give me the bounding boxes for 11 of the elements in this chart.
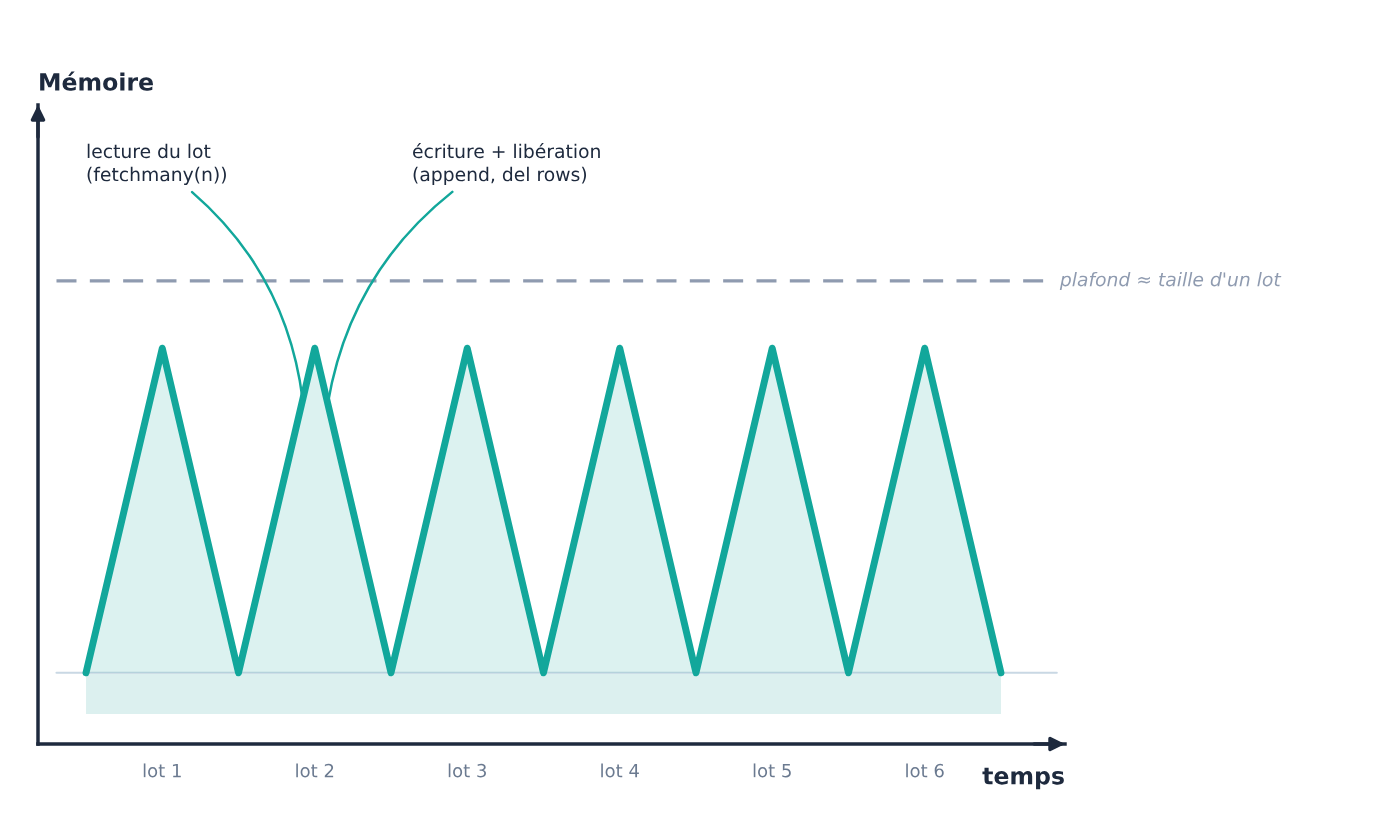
ref-line-label: plafond ≈ taille d'un lot bbox=[1059, 271, 1282, 291]
x-tick-label: lot 3 bbox=[448, 763, 486, 778]
text: lecture du lot (fetchmany(n)) bbox=[87, 143, 226, 185]
x-tick-label: lot 6 bbox=[906, 763, 944, 778]
x-tick-label: lot 1 bbox=[143, 763, 181, 778]
x-tick-label: lot 5 bbox=[753, 763, 791, 778]
x-tick-label: lot 2 bbox=[296, 763, 334, 778]
x-tick-label: lot 4 bbox=[601, 763, 639, 778]
text: Mémoire bbox=[40, 71, 153, 91]
text: écriture + libération (append, del rows) bbox=[413, 142, 600, 185]
x-axis-title: temps bbox=[982, 767, 1064, 790]
